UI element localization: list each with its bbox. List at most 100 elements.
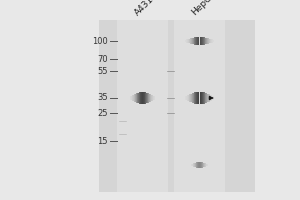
Bar <box>200 92 201 104</box>
Bar <box>196 162 197 168</box>
Bar <box>202 162 203 168</box>
Bar <box>211 95 212 101</box>
Bar <box>141 92 142 104</box>
Bar <box>201 162 202 168</box>
Bar <box>186 96 187 100</box>
Bar <box>198 162 199 168</box>
Bar <box>191 164 192 166</box>
Text: HepG2: HepG2 <box>190 0 218 17</box>
Text: 35: 35 <box>98 94 108 102</box>
Bar <box>213 40 214 42</box>
Bar <box>199 37 200 45</box>
Bar <box>207 164 208 166</box>
Bar <box>185 96 186 100</box>
Bar <box>193 38 194 44</box>
Bar <box>196 37 197 45</box>
Text: 55: 55 <box>98 66 108 75</box>
Text: 25: 25 <box>98 108 108 117</box>
Bar <box>188 39 189 43</box>
Bar <box>137 93 138 103</box>
Bar <box>144 92 145 104</box>
Bar <box>198 92 199 104</box>
Bar <box>193 163 194 167</box>
Bar <box>195 92 196 104</box>
Bar <box>193 93 194 103</box>
Bar <box>206 93 207 103</box>
Bar <box>134 94 135 102</box>
Bar <box>196 92 197 104</box>
Bar <box>191 94 192 102</box>
Bar <box>143 92 144 104</box>
Bar <box>99 20 255 192</box>
Bar <box>203 163 204 167</box>
Bar <box>146 93 147 103</box>
Text: 70: 70 <box>98 54 108 64</box>
Bar <box>199 162 200 168</box>
Bar <box>196 162 197 168</box>
Bar <box>192 93 193 103</box>
Bar <box>210 39 211 43</box>
Bar <box>197 92 198 104</box>
Bar <box>197 162 198 168</box>
Bar <box>117 20 168 192</box>
Bar <box>153 96 154 100</box>
Bar <box>150 94 151 102</box>
Bar <box>154 96 155 100</box>
Text: A431: A431 <box>133 0 156 17</box>
Bar <box>192 38 193 44</box>
Bar <box>135 94 136 102</box>
Bar <box>185 40 186 42</box>
Text: 15: 15 <box>98 136 108 146</box>
Bar <box>139 92 140 104</box>
Bar <box>174 20 225 192</box>
Bar <box>131 96 132 100</box>
Bar <box>200 162 201 168</box>
Bar <box>198 37 199 45</box>
Bar <box>200 37 201 45</box>
Bar <box>212 39 213 43</box>
Bar <box>205 93 206 103</box>
Bar <box>212 96 213 100</box>
Bar <box>201 37 202 45</box>
Bar <box>202 92 203 104</box>
Bar <box>191 38 192 44</box>
Bar <box>204 37 205 45</box>
Bar <box>194 92 195 104</box>
Bar <box>199 92 200 104</box>
Bar <box>207 38 208 44</box>
Bar <box>195 37 196 45</box>
Bar <box>142 92 143 104</box>
Bar <box>203 37 204 45</box>
Bar <box>213 96 214 100</box>
Bar <box>190 38 191 44</box>
Bar <box>203 92 204 104</box>
Bar <box>194 37 195 45</box>
Bar <box>205 163 206 167</box>
Bar <box>189 95 190 101</box>
Bar <box>208 38 209 44</box>
Bar <box>148 93 149 103</box>
Bar <box>211 39 212 43</box>
Text: 100: 100 <box>92 36 108 46</box>
Bar <box>204 92 205 104</box>
Bar <box>189 39 190 43</box>
Bar <box>154 96 155 100</box>
Bar <box>190 94 191 102</box>
Bar <box>207 94 208 102</box>
Bar <box>209 95 210 101</box>
Bar <box>205 37 206 45</box>
Bar <box>152 95 153 101</box>
Bar <box>187 95 188 101</box>
Bar <box>206 38 207 44</box>
Bar <box>195 163 196 167</box>
Bar <box>140 92 141 104</box>
Bar <box>138 93 139 103</box>
Bar <box>151 95 152 101</box>
Bar <box>133 95 134 101</box>
Bar <box>192 164 193 166</box>
Bar <box>208 94 209 102</box>
Bar <box>187 39 188 43</box>
Bar <box>202 37 203 45</box>
Bar <box>186 39 187 43</box>
Bar <box>194 163 195 167</box>
